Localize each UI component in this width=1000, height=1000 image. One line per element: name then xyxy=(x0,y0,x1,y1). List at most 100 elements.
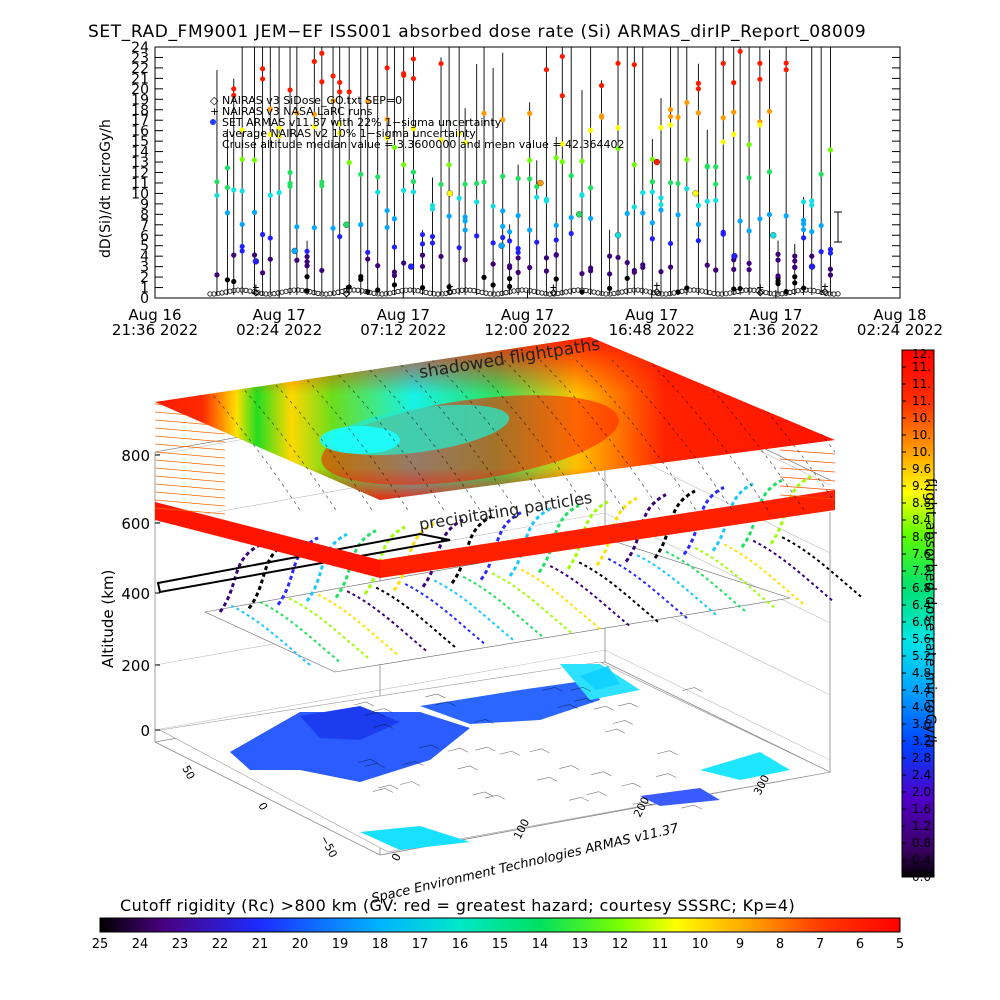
legend-item-4: average NAIRAS v2 10% 1−sigma uncertaint… xyxy=(222,127,476,140)
dose-tick-label: 0.4 xyxy=(912,853,931,867)
map-contour xyxy=(681,804,702,810)
dose-point xyxy=(276,190,282,196)
dose-point xyxy=(731,109,737,115)
layer-label-middle: precipitating particles xyxy=(418,488,594,534)
dose-point xyxy=(214,272,220,278)
dose-point xyxy=(704,262,710,268)
dose-point xyxy=(456,130,462,137)
dose-point xyxy=(737,285,743,292)
dose-point xyxy=(319,267,325,274)
rigidity-tick-label: 10 xyxy=(692,937,709,952)
dose-point xyxy=(456,195,462,201)
dose-point xyxy=(224,210,231,216)
dose-point xyxy=(375,189,381,195)
dose-point xyxy=(507,238,513,244)
shadowed-flightpaths xyxy=(179,359,835,511)
dose-rate-timeseries: dD(Si)/dt microGy/h 01234567891011121314… xyxy=(98,40,943,339)
slab-edge-line xyxy=(779,467,836,473)
dose-point xyxy=(311,58,317,65)
orbit-track xyxy=(421,518,464,588)
nairas-point xyxy=(342,290,351,298)
y-tick-label: 3 xyxy=(140,260,149,276)
z-tick-label: 800 xyxy=(121,447,150,465)
dose-point xyxy=(713,267,719,273)
orbit-track xyxy=(693,546,775,609)
grid-line xyxy=(154,649,606,731)
dose-point xyxy=(598,82,605,89)
orbit-track xyxy=(490,571,572,634)
dose-point xyxy=(559,53,565,60)
map-contour xyxy=(632,801,653,806)
dose-point xyxy=(527,157,533,163)
map-contour xyxy=(657,750,678,756)
orbit-track xyxy=(276,536,319,606)
shadow-path xyxy=(647,359,769,511)
dose-point xyxy=(438,137,444,143)
dose-point xyxy=(783,288,789,295)
armas-data-point xyxy=(537,179,544,187)
dose-point xyxy=(304,254,310,260)
dose-point xyxy=(675,212,681,218)
slab-edge-line xyxy=(154,403,226,411)
dose-point xyxy=(766,108,773,115)
grid-line xyxy=(604,374,831,486)
dose-tick-label: 2.4 xyxy=(912,768,931,782)
dose-point xyxy=(490,203,496,209)
dose-point xyxy=(239,248,245,254)
dose-point xyxy=(720,139,726,145)
chart-title: SET_RAD_FM9001 JEM−EF ISS001 absorbed do… xyxy=(88,22,867,42)
dose-point xyxy=(667,113,674,120)
orbit-track xyxy=(606,557,688,619)
slab-edge-line xyxy=(154,499,226,507)
dose-point xyxy=(818,222,824,229)
dose-point xyxy=(251,209,258,215)
dose-point xyxy=(462,214,468,220)
dose-point xyxy=(337,89,343,95)
dose-point xyxy=(410,126,417,132)
map-contour xyxy=(573,698,594,703)
dose-point xyxy=(391,272,398,279)
dose-point xyxy=(553,222,559,228)
dose-point xyxy=(500,234,506,241)
shadow-path xyxy=(755,359,835,511)
layer-label-top: shadowed flightpaths xyxy=(418,335,602,383)
dose-point xyxy=(319,179,325,185)
shadow-path xyxy=(287,359,409,511)
dose-point xyxy=(649,156,655,162)
dose-point xyxy=(231,187,237,193)
dose-point xyxy=(598,113,605,119)
orbit-track xyxy=(334,529,377,599)
slab-edge-line xyxy=(154,443,226,451)
dose-point xyxy=(438,60,444,67)
dose-point xyxy=(231,92,237,98)
dose-point xyxy=(259,231,266,238)
orbit-track xyxy=(305,532,348,603)
dose-point xyxy=(631,62,637,68)
dose-point xyxy=(640,210,646,216)
x-tick-label: Aug 17 xyxy=(749,306,802,324)
dose-point xyxy=(588,127,594,133)
orbit-track xyxy=(682,486,725,556)
dose-point xyxy=(809,253,815,259)
dose-point xyxy=(391,144,398,150)
orbit-track xyxy=(722,542,804,605)
orbit-track xyxy=(247,540,290,610)
orbit-track xyxy=(653,489,696,559)
dose-point xyxy=(649,220,655,226)
dose-point xyxy=(757,60,763,66)
slab-edge-line xyxy=(154,411,226,419)
baseline-marker xyxy=(835,291,841,297)
dose-point xyxy=(330,98,336,104)
dose-point xyxy=(401,187,407,194)
dose-point xyxy=(294,110,300,116)
dose-tick-label: 1.2 xyxy=(912,819,931,833)
rigidity-tick-label: 18 xyxy=(372,937,389,952)
larc-point xyxy=(252,284,259,291)
legend-plus-icon: + xyxy=(210,105,219,118)
lon-tick-label: 0 xyxy=(389,851,404,863)
dose-point xyxy=(667,264,674,270)
dose-point xyxy=(515,249,521,256)
map-contour xyxy=(435,701,456,707)
lon-tick-label: 300 xyxy=(751,773,772,798)
